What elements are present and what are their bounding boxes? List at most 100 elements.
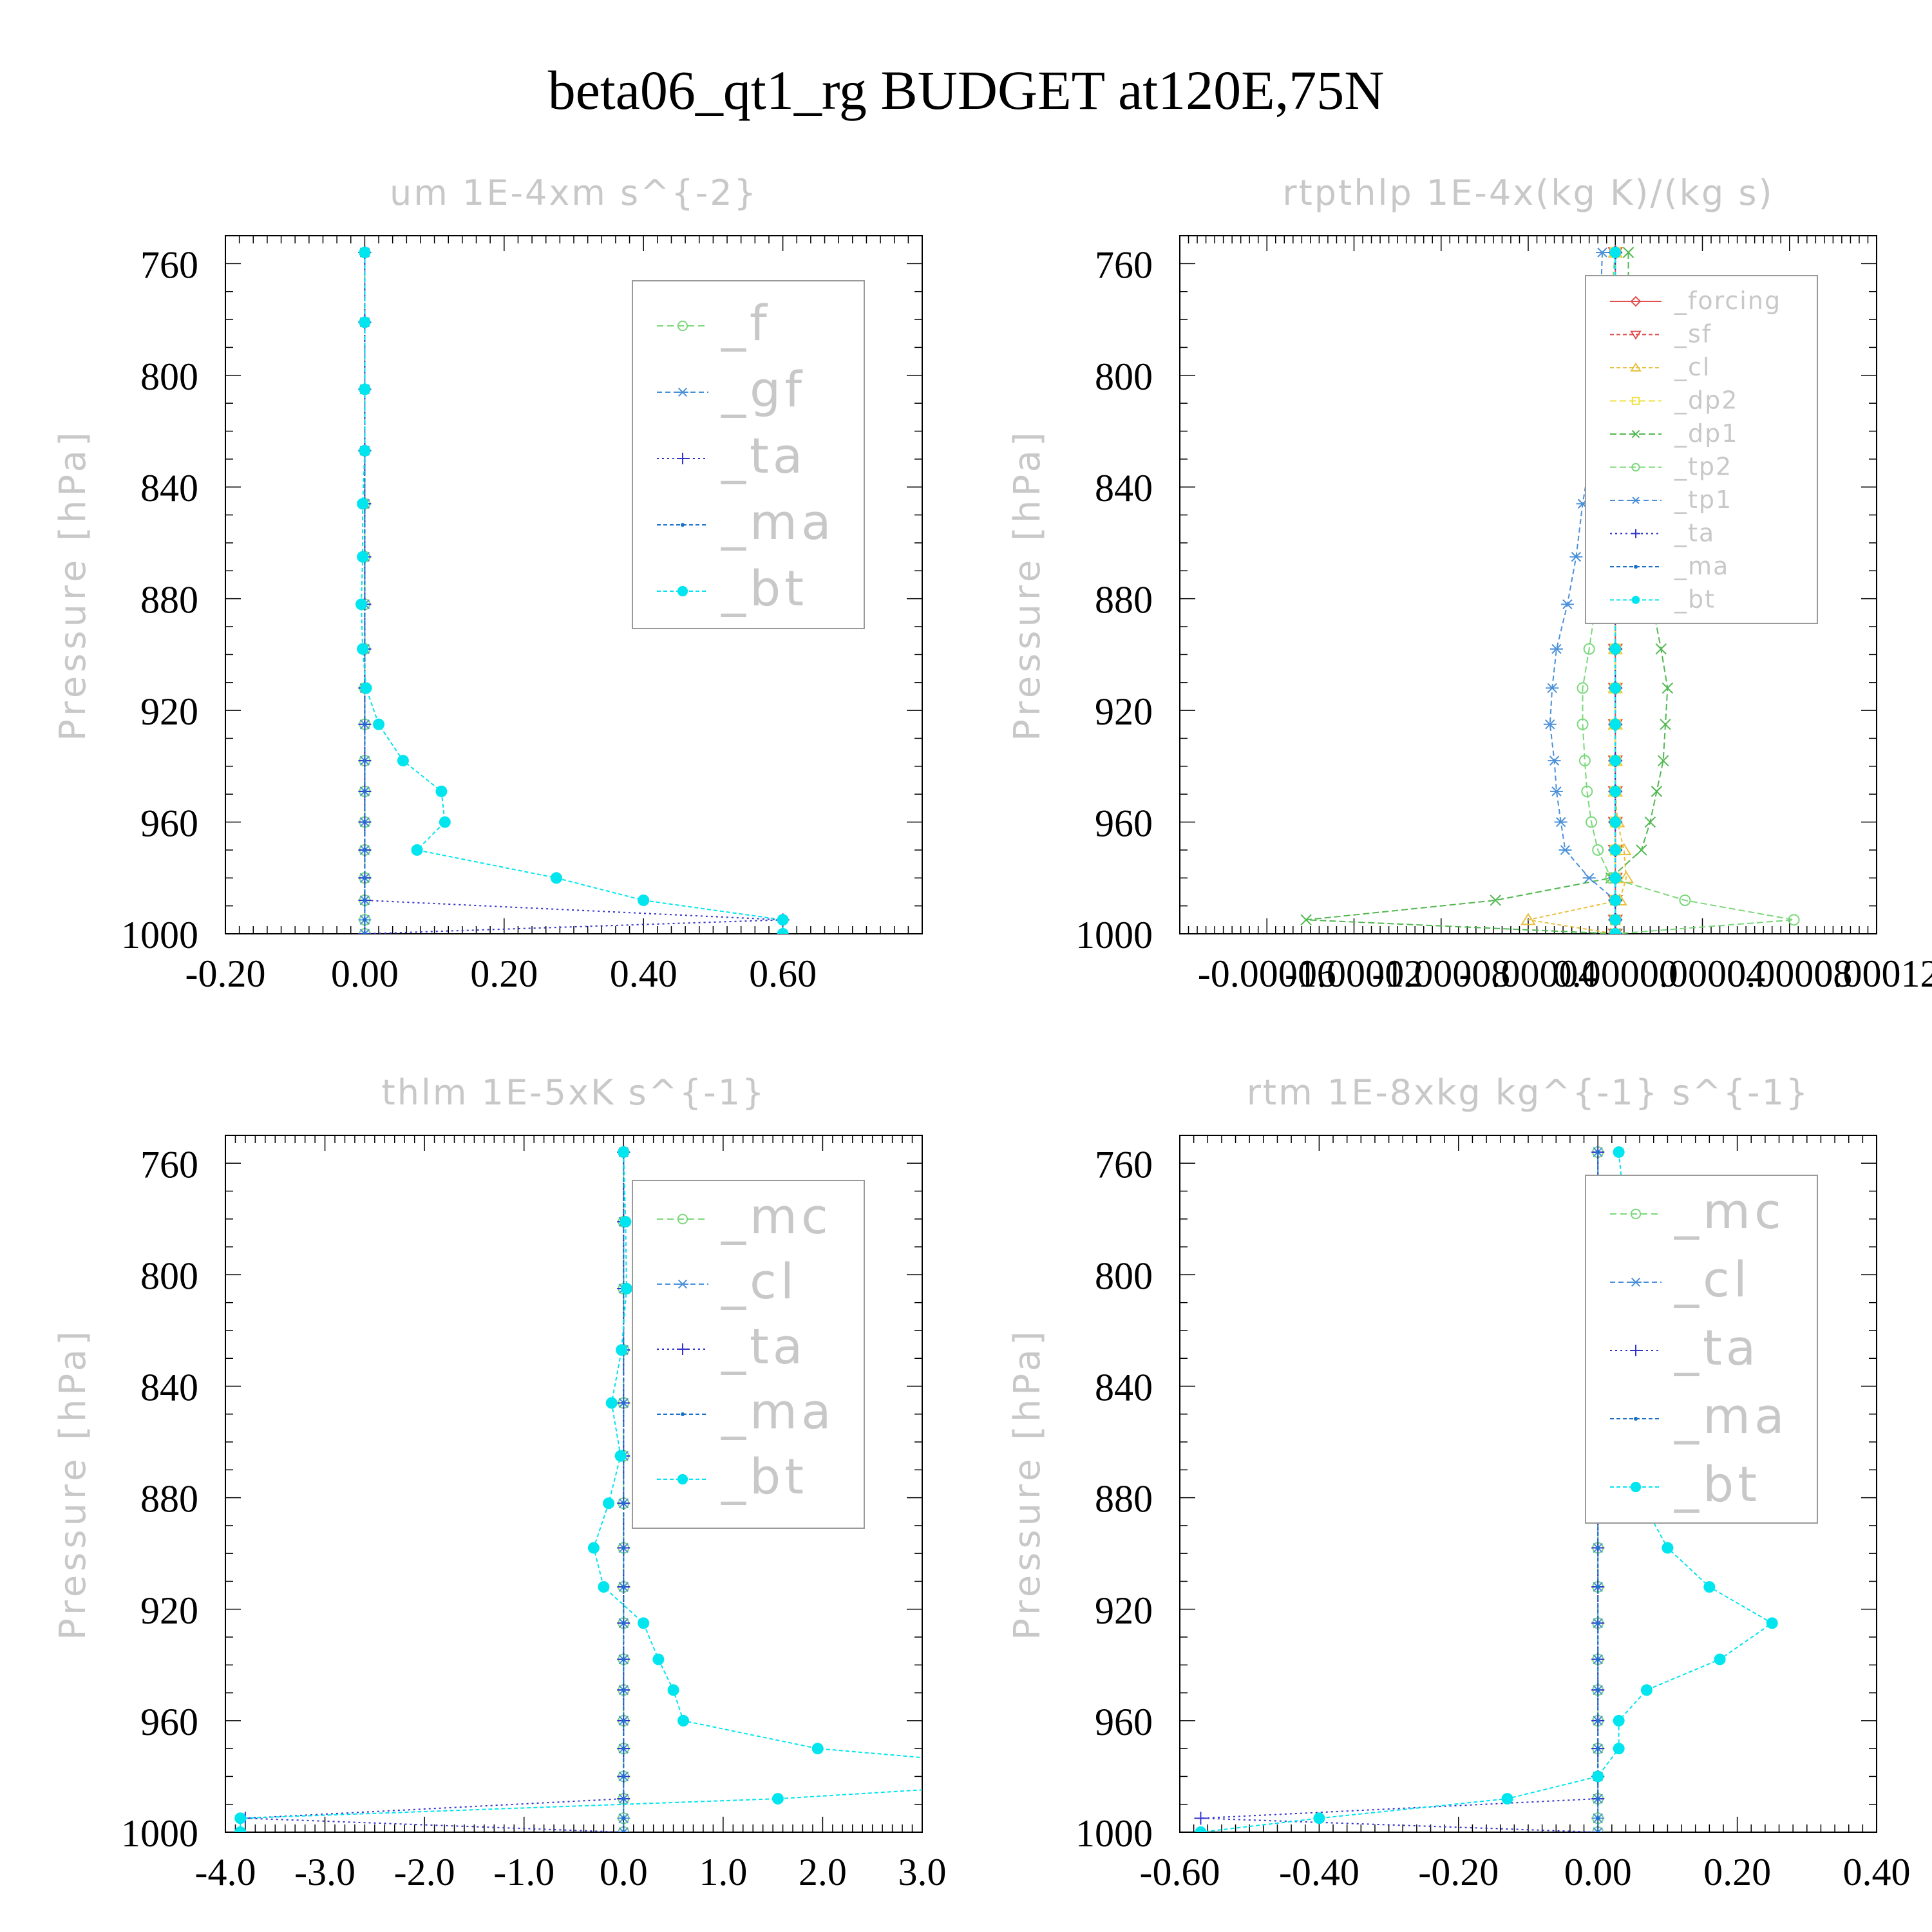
data-point [1546,683,1559,694]
legend-label: _bt [721,560,808,617]
legend-item: _tp1 [1610,486,1731,514]
data-point [1634,1417,1638,1421]
data-point [681,523,685,527]
data-point [1596,1747,1600,1751]
data-point [681,1412,685,1416]
y-axis-label: Pressure [hPa] [52,1327,94,1640]
y-tick-label: 920 [1095,690,1153,733]
data-point [811,1743,824,1755]
axis-ticks [1179,236,1877,934]
legend-box [1585,1175,1818,1524]
data-point [363,898,367,902]
data-point [621,1797,626,1801]
data-point [357,551,369,563]
data-point [1631,462,1640,472]
legend-item: _ta [1610,519,1714,547]
legend-label: _ma [1674,1387,1788,1444]
panel-title: thlm 1E-5xK s^{-1} [382,1072,766,1113]
data-point [616,1344,628,1356]
data-point [677,1343,688,1355]
data-point [772,1793,784,1805]
data-point [1631,596,1640,604]
data-point [621,1718,626,1723]
data-point [363,848,367,852]
data-point [587,1542,600,1554]
data-point [1634,565,1638,569]
panel-title: rtm 1E-8xkg kg^{-1} s^{-1} [1247,1072,1810,1113]
data-point [677,1279,688,1289]
axis-ticks [1179,1135,1877,1833]
data-point [439,816,451,828]
legend: _mc _cl _ta _ma _bt [632,1180,865,1529]
legend-item: _mc [657,1188,828,1245]
y-tick-label: 840 [140,1367,198,1409]
series-bt [234,1146,922,1832]
data-point [1577,682,1589,694]
data-point [363,789,367,793]
data-point [677,320,688,332]
y-axis-label: Pressure [hPa] [52,428,94,741]
data-point [1630,296,1642,307]
y-tick-label: 840 [1095,467,1153,509]
y-axis-label: Pressure [hPa] [1007,1327,1048,1640]
series-ta [238,1145,630,1832]
data-point [1657,755,1669,766]
data-point [1596,1830,1600,1832]
data-point [1595,247,1609,258]
series-ta [1194,1145,1605,1832]
y-tick-label: 920 [140,690,198,733]
x-tick-label: 0.00 [1564,1851,1632,1893]
data-point [1596,1585,1600,1589]
y-tick-label: 800 [140,1255,198,1297]
data-point [677,585,688,597]
x-tick-label: 0.20 [470,952,538,995]
data-point [777,928,789,934]
data-point [621,1816,626,1821]
data-point [621,1774,626,1779]
data-point [1660,719,1671,730]
data-point [363,918,367,922]
y-tick-label: 1000 [121,914,198,956]
data-point [1644,816,1656,828]
legend-item: _bt [1610,585,1714,614]
data-point [1596,1688,1600,1692]
data-point [1631,529,1640,538]
legend-item: _dp1 [1610,419,1737,448]
data-point [614,1450,627,1462]
legend-label: _ma [721,1383,835,1440]
data-point [1591,1827,1605,1832]
x-tick-label: -0.00012 [1285,952,1423,995]
data-point [677,1473,688,1485]
data-point [1631,497,1640,504]
legend-item: _bt [1610,1455,1757,1513]
data-point [363,722,367,726]
x-tick-label: 0.40 [610,952,677,995]
legend-label: _forcing [1674,287,1781,315]
data-point [355,598,367,611]
data-point [363,820,367,824]
legend-label: _cl [721,1253,798,1310]
data-point [1592,844,1604,856]
legend: _f _gf _ta _ma _bt [632,280,865,629]
data-point [1630,330,1642,340]
data-point [1609,718,1622,730]
legend-item: _cl [1610,353,1709,381]
data-point [620,1283,632,1295]
data-point [1609,894,1622,906]
legend-label: _ma [721,493,835,551]
data-point [621,1501,626,1506]
data-point [363,876,367,880]
legend-box [1585,275,1818,624]
data-point [1596,1546,1600,1550]
data-point [550,872,562,884]
data-point [1549,644,1563,654]
data-point [1592,1770,1604,1783]
data-point [1630,1481,1642,1493]
data-point [1714,1653,1726,1665]
legend-label: _ta [721,427,806,484]
data-point [397,755,409,767]
series-line [240,1151,922,1832]
y-tick-label: 960 [1095,802,1153,845]
data-point [1609,816,1622,828]
data-point [1655,643,1667,655]
